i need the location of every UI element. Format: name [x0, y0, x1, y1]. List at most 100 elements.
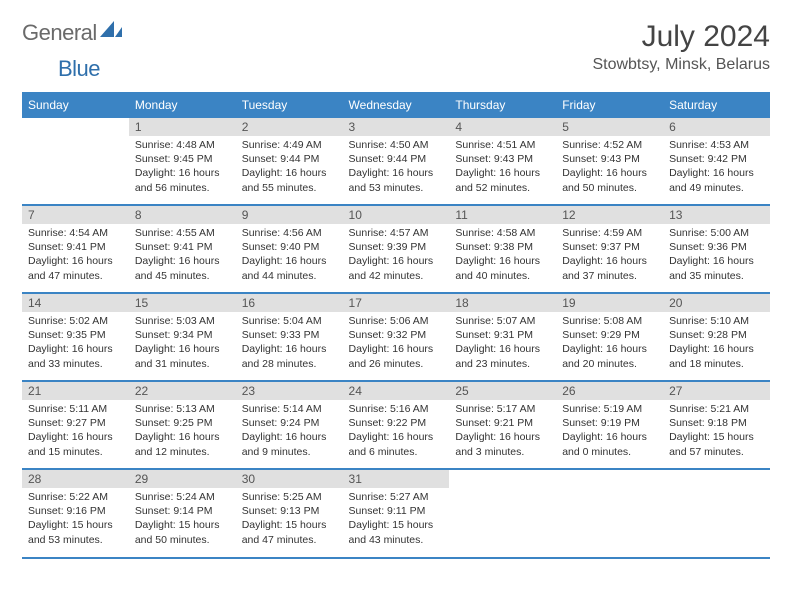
sunset-text: Sunset: 9:24 PM: [242, 416, 337, 430]
calendar-day-cell: 0: [663, 469, 770, 557]
daylight-text: Daylight: 16 hours: [562, 254, 657, 268]
day-number: 1: [129, 118, 236, 136]
weekday-header: Sunday: [22, 93, 129, 117]
day-sun-data: Sunrise: 4:52 AMSunset: 9:43 PMDaylight:…: [556, 136, 663, 197]
calendar-week-row: 14Sunrise: 5:02 AMSunset: 9:35 PMDayligh…: [22, 293, 770, 381]
weekday-header-row: Sunday Monday Tuesday Wednesday Thursday…: [22, 93, 770, 117]
daylight-text: and 57 minutes.: [669, 445, 764, 459]
logo-text-general: General: [22, 20, 97, 46]
weekday-header: Friday: [556, 93, 663, 117]
sunrise-text: Sunrise: 5:27 AM: [349, 490, 444, 504]
day-number: 12: [556, 206, 663, 224]
calendar-day-cell: 6Sunrise: 4:53 AMSunset: 9:42 PMDaylight…: [663, 117, 770, 205]
day-number: 29: [129, 470, 236, 488]
brand-logo: General: [22, 20, 124, 46]
sunset-text: Sunset: 9:16 PM: [28, 504, 123, 518]
daylight-text: and 49 minutes.: [669, 181, 764, 195]
calendar-day-cell: 24Sunrise: 5:16 AMSunset: 9:22 PMDayligh…: [343, 381, 450, 469]
calendar-day-cell: 0: [22, 117, 129, 205]
daylight-text: and 40 minutes.: [455, 269, 550, 283]
day-sun-data: Sunrise: 4:55 AMSunset: 9:41 PMDaylight:…: [129, 224, 236, 285]
calendar-day-cell: 23Sunrise: 5:14 AMSunset: 9:24 PMDayligh…: [236, 381, 343, 469]
day-sun-data: Sunrise: 4:49 AMSunset: 9:44 PMDaylight:…: [236, 136, 343, 197]
daylight-text: and 56 minutes.: [135, 181, 230, 195]
daylight-text: and 18 minutes.: [669, 357, 764, 371]
calendar-day-cell: 5Sunrise: 4:52 AMSunset: 9:43 PMDaylight…: [556, 117, 663, 205]
sunrise-text: Sunrise: 4:49 AM: [242, 138, 337, 152]
calendar-week-row: 21Sunrise: 5:11 AMSunset: 9:27 PMDayligh…: [22, 381, 770, 469]
calendar-day-cell: 31Sunrise: 5:27 AMSunset: 9:11 PMDayligh…: [343, 469, 450, 557]
weekday-header: Thursday: [449, 93, 556, 117]
calendar-day-cell: 14Sunrise: 5:02 AMSunset: 9:35 PMDayligh…: [22, 293, 129, 381]
daylight-text: and 47 minutes.: [28, 269, 123, 283]
day-number: 25: [449, 382, 556, 400]
calendar-day-cell: 18Sunrise: 5:07 AMSunset: 9:31 PMDayligh…: [449, 293, 556, 381]
daylight-text: Daylight: 15 hours: [135, 518, 230, 532]
daylight-text: and 6 minutes.: [349, 445, 444, 459]
calendar-bottom-rule: [22, 557, 770, 559]
day-sun-data: Sunrise: 5:22 AMSunset: 9:16 PMDaylight:…: [22, 488, 129, 549]
sunset-text: Sunset: 9:35 PM: [28, 328, 123, 342]
calendar-day-cell: 4Sunrise: 4:51 AMSunset: 9:43 PMDaylight…: [449, 117, 556, 205]
daylight-text: Daylight: 16 hours: [455, 254, 550, 268]
sunset-text: Sunset: 9:31 PM: [455, 328, 550, 342]
daylight-text: and 23 minutes.: [455, 357, 550, 371]
sunrise-text: Sunrise: 5:10 AM: [669, 314, 764, 328]
sunset-text: Sunset: 9:13 PM: [242, 504, 337, 518]
calendar-week-row: 01Sunrise: 4:48 AMSunset: 9:45 PMDayligh…: [22, 117, 770, 205]
daylight-text: Daylight: 16 hours: [135, 430, 230, 444]
day-sun-data: Sunrise: 4:48 AMSunset: 9:45 PMDaylight:…: [129, 136, 236, 197]
sunset-text: Sunset: 9:43 PM: [562, 152, 657, 166]
day-number: 31: [343, 470, 450, 488]
day-sun-data: Sunrise: 5:27 AMSunset: 9:11 PMDaylight:…: [343, 488, 450, 549]
day-number: 21: [22, 382, 129, 400]
daylight-text: and 50 minutes.: [562, 181, 657, 195]
sunrise-text: Sunrise: 5:21 AM: [669, 402, 764, 416]
day-sun-data: Sunrise: 5:16 AMSunset: 9:22 PMDaylight:…: [343, 400, 450, 461]
sunset-text: Sunset: 9:44 PM: [242, 152, 337, 166]
sunset-text: Sunset: 9:41 PM: [135, 240, 230, 254]
sunset-text: Sunset: 9:41 PM: [28, 240, 123, 254]
sunrise-text: Sunrise: 5:11 AM: [28, 402, 123, 416]
day-sun-data: Sunrise: 5:10 AMSunset: 9:28 PMDaylight:…: [663, 312, 770, 373]
sunset-text: Sunset: 9:37 PM: [562, 240, 657, 254]
daylight-text: and 47 minutes.: [242, 533, 337, 547]
sunrise-text: Sunrise: 4:57 AM: [349, 226, 444, 240]
day-number: 14: [22, 294, 129, 312]
day-number: 5: [556, 118, 663, 136]
daylight-text: and 26 minutes.: [349, 357, 444, 371]
sunset-text: Sunset: 9:44 PM: [349, 152, 444, 166]
sunset-text: Sunset: 9:25 PM: [135, 416, 230, 430]
sunrise-text: Sunrise: 5:13 AM: [135, 402, 230, 416]
daylight-text: and 53 minutes.: [28, 533, 123, 547]
daylight-text: Daylight: 16 hours: [135, 342, 230, 356]
daylight-text: and 35 minutes.: [669, 269, 764, 283]
daylight-text: Daylight: 16 hours: [562, 166, 657, 180]
daylight-text: Daylight: 16 hours: [28, 342, 123, 356]
day-number: 16: [236, 294, 343, 312]
daylight-text: and 50 minutes.: [135, 533, 230, 547]
day-number: 2: [236, 118, 343, 136]
daylight-text: Daylight: 16 hours: [349, 254, 444, 268]
daylight-text: Daylight: 16 hours: [135, 166, 230, 180]
calendar-day-cell: 2Sunrise: 4:49 AMSunset: 9:44 PMDaylight…: [236, 117, 343, 205]
calendar-day-cell: 22Sunrise: 5:13 AMSunset: 9:25 PMDayligh…: [129, 381, 236, 469]
sunset-text: Sunset: 9:18 PM: [669, 416, 764, 430]
sunrise-text: Sunrise: 5:16 AM: [349, 402, 444, 416]
sunrise-text: Sunrise: 5:00 AM: [669, 226, 764, 240]
calendar-week-row: 28Sunrise: 5:22 AMSunset: 9:16 PMDayligh…: [22, 469, 770, 557]
daylight-text: Daylight: 16 hours: [242, 430, 337, 444]
day-number: 30: [236, 470, 343, 488]
day-sun-data: Sunrise: 5:02 AMSunset: 9:35 PMDaylight:…: [22, 312, 129, 373]
calendar-title: July 2024: [592, 20, 770, 54]
daylight-text: Daylight: 16 hours: [349, 166, 444, 180]
sunset-text: Sunset: 9:11 PM: [349, 504, 444, 518]
day-sun-data: Sunrise: 5:08 AMSunset: 9:29 PMDaylight:…: [556, 312, 663, 373]
calendar-day-cell: 7Sunrise: 4:54 AMSunset: 9:41 PMDaylight…: [22, 205, 129, 293]
sunset-text: Sunset: 9:29 PM: [562, 328, 657, 342]
weekday-header: Monday: [129, 93, 236, 117]
calendar-day-cell: 13Sunrise: 5:00 AMSunset: 9:36 PMDayligh…: [663, 205, 770, 293]
day-sun-data: Sunrise: 5:14 AMSunset: 9:24 PMDaylight:…: [236, 400, 343, 461]
calendar-day-cell: 19Sunrise: 5:08 AMSunset: 9:29 PMDayligh…: [556, 293, 663, 381]
daylight-text: and 15 minutes.: [28, 445, 123, 459]
